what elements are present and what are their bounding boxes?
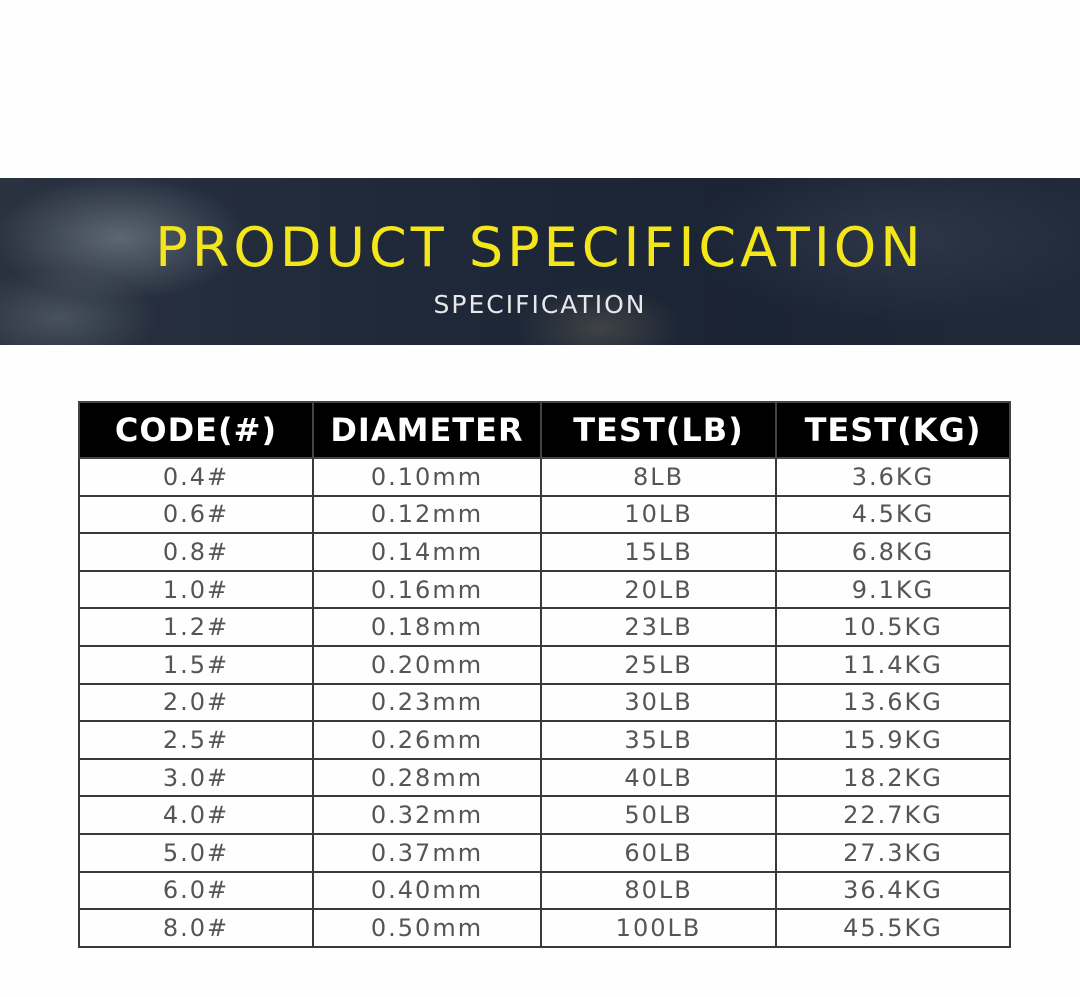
cell-code: 2.0# bbox=[78, 682, 314, 723]
cell-test-kg: 18.2KG bbox=[775, 757, 1011, 798]
table-row: 4.0# 0.32mm 50LB 22.7KG bbox=[78, 795, 1011, 835]
cell-test-kg: 15.9KG bbox=[775, 720, 1011, 760]
table-row: 1.2# 0.18mm 23LB 10.5KG bbox=[78, 607, 1011, 647]
table-row: 1.5# 0.20mm 25LB 11.4KG bbox=[78, 644, 1011, 685]
cell-test-lb: 50LB bbox=[540, 795, 777, 835]
cell-test-lb: 8LB bbox=[540, 457, 777, 497]
cell-test-lb: 100LB bbox=[540, 908, 777, 948]
cell-test-lb: 15LB bbox=[540, 532, 777, 572]
table-row: 0.8# 0.14mm 15LB 6.8KG bbox=[78, 532, 1011, 572]
cell-test-lb: 35LB bbox=[540, 720, 777, 760]
cell-diameter: 0.37mm bbox=[312, 832, 542, 873]
cell-code: 2.5# bbox=[78, 720, 314, 760]
table-row: 8.0# 0.50mm 100LB 45.5KG bbox=[78, 908, 1011, 948]
cell-test-kg: 45.5KG bbox=[775, 908, 1011, 948]
cell-code: 1.2# bbox=[78, 607, 314, 647]
cell-diameter: 0.20mm bbox=[312, 644, 542, 685]
spec-table: CODE(#) DIAMETER TEST(LB) TEST(KG) 0.4# 0… bbox=[78, 401, 1011, 948]
cell-test-lb: 80LB bbox=[540, 870, 777, 911]
cell-code: 5.0# bbox=[78, 832, 314, 873]
table-row: 0.6# 0.12mm 10LB 4.5KG bbox=[78, 494, 1011, 535]
cell-diameter: 0.12mm bbox=[312, 494, 542, 535]
cell-test-kg: 4.5KG bbox=[775, 494, 1011, 535]
cell-code: 8.0# bbox=[78, 908, 314, 948]
cell-test-kg: 27.3KG bbox=[775, 832, 1011, 873]
cell-diameter: 0.16mm bbox=[312, 569, 542, 610]
cell-test-lb: 23LB bbox=[540, 607, 777, 647]
banner-subtitle: SPECIFICATION bbox=[433, 290, 647, 319]
cell-diameter: 0.40mm bbox=[312, 870, 542, 911]
cell-diameter: 0.26mm bbox=[312, 720, 542, 760]
cell-code: 4.0# bbox=[78, 795, 314, 835]
cell-diameter: 0.28mm bbox=[312, 757, 542, 798]
spec-banner: PRODUCT SPECIFICATION SPECIFICATION bbox=[0, 178, 1080, 345]
table-row: 0.4# 0.10mm 8LB 3.6KG bbox=[78, 457, 1011, 497]
table-row: 1.0# 0.16mm 20LB 9.1KG bbox=[78, 569, 1011, 610]
header-code: CODE(#) bbox=[78, 401, 314, 459]
cell-code: 0.6# bbox=[78, 494, 314, 535]
cell-test-kg: 22.7KG bbox=[775, 795, 1011, 835]
cell-diameter: 0.32mm bbox=[312, 795, 542, 835]
cell-test-lb: 25LB bbox=[540, 644, 777, 685]
header-test-kg: TEST(KG) bbox=[775, 401, 1011, 459]
table-header-row: CODE(#) DIAMETER TEST(LB) TEST(KG) bbox=[78, 401, 1011, 459]
table-row: 2.5# 0.26mm 35LB 15.9KG bbox=[78, 720, 1011, 760]
cell-code: 0.4# bbox=[78, 457, 314, 497]
cell-test-kg: 3.6KG bbox=[775, 457, 1011, 497]
cell-diameter: 0.23mm bbox=[312, 682, 542, 723]
cell-code: 6.0# bbox=[78, 870, 314, 911]
cell-code: 3.0# bbox=[78, 757, 314, 798]
cell-test-lb: 30LB bbox=[540, 682, 777, 723]
table-row: 2.0# 0.23mm 30LB 13.6KG bbox=[78, 682, 1011, 723]
cell-diameter: 0.50mm bbox=[312, 908, 542, 948]
cell-test-kg: 36.4KG bbox=[775, 870, 1011, 911]
cell-code: 0.8# bbox=[78, 532, 314, 572]
header-diameter: DIAMETER bbox=[312, 401, 542, 459]
cell-test-lb: 10LB bbox=[540, 494, 777, 535]
cell-diameter: 0.18mm bbox=[312, 607, 542, 647]
cell-test-kg: 11.4KG bbox=[775, 644, 1011, 685]
cell-test-kg: 10.5KG bbox=[775, 607, 1011, 647]
banner-title: PRODUCT SPECIFICATION bbox=[155, 216, 925, 279]
cell-test-kg: 13.6KG bbox=[775, 682, 1011, 723]
cell-test-lb: 20LB bbox=[540, 569, 777, 610]
cell-test-lb: 60LB bbox=[540, 832, 777, 873]
header-test-lb: TEST(LB) bbox=[540, 401, 777, 459]
cell-test-lb: 40LB bbox=[540, 757, 777, 798]
cell-diameter: 0.14mm bbox=[312, 532, 542, 572]
cell-code: 1.0# bbox=[78, 569, 314, 610]
cell-test-kg: 6.8KG bbox=[775, 532, 1011, 572]
cell-test-kg: 9.1KG bbox=[775, 569, 1011, 610]
table-row: 5.0# 0.37mm 60LB 27.3KG bbox=[78, 832, 1011, 873]
table-row: 3.0# 0.28mm 40LB 18.2KG bbox=[78, 757, 1011, 798]
table-row: 6.0# 0.40mm 80LB 36.4KG bbox=[78, 870, 1011, 911]
cell-diameter: 0.10mm bbox=[312, 457, 542, 497]
cell-code: 1.5# bbox=[78, 644, 314, 685]
